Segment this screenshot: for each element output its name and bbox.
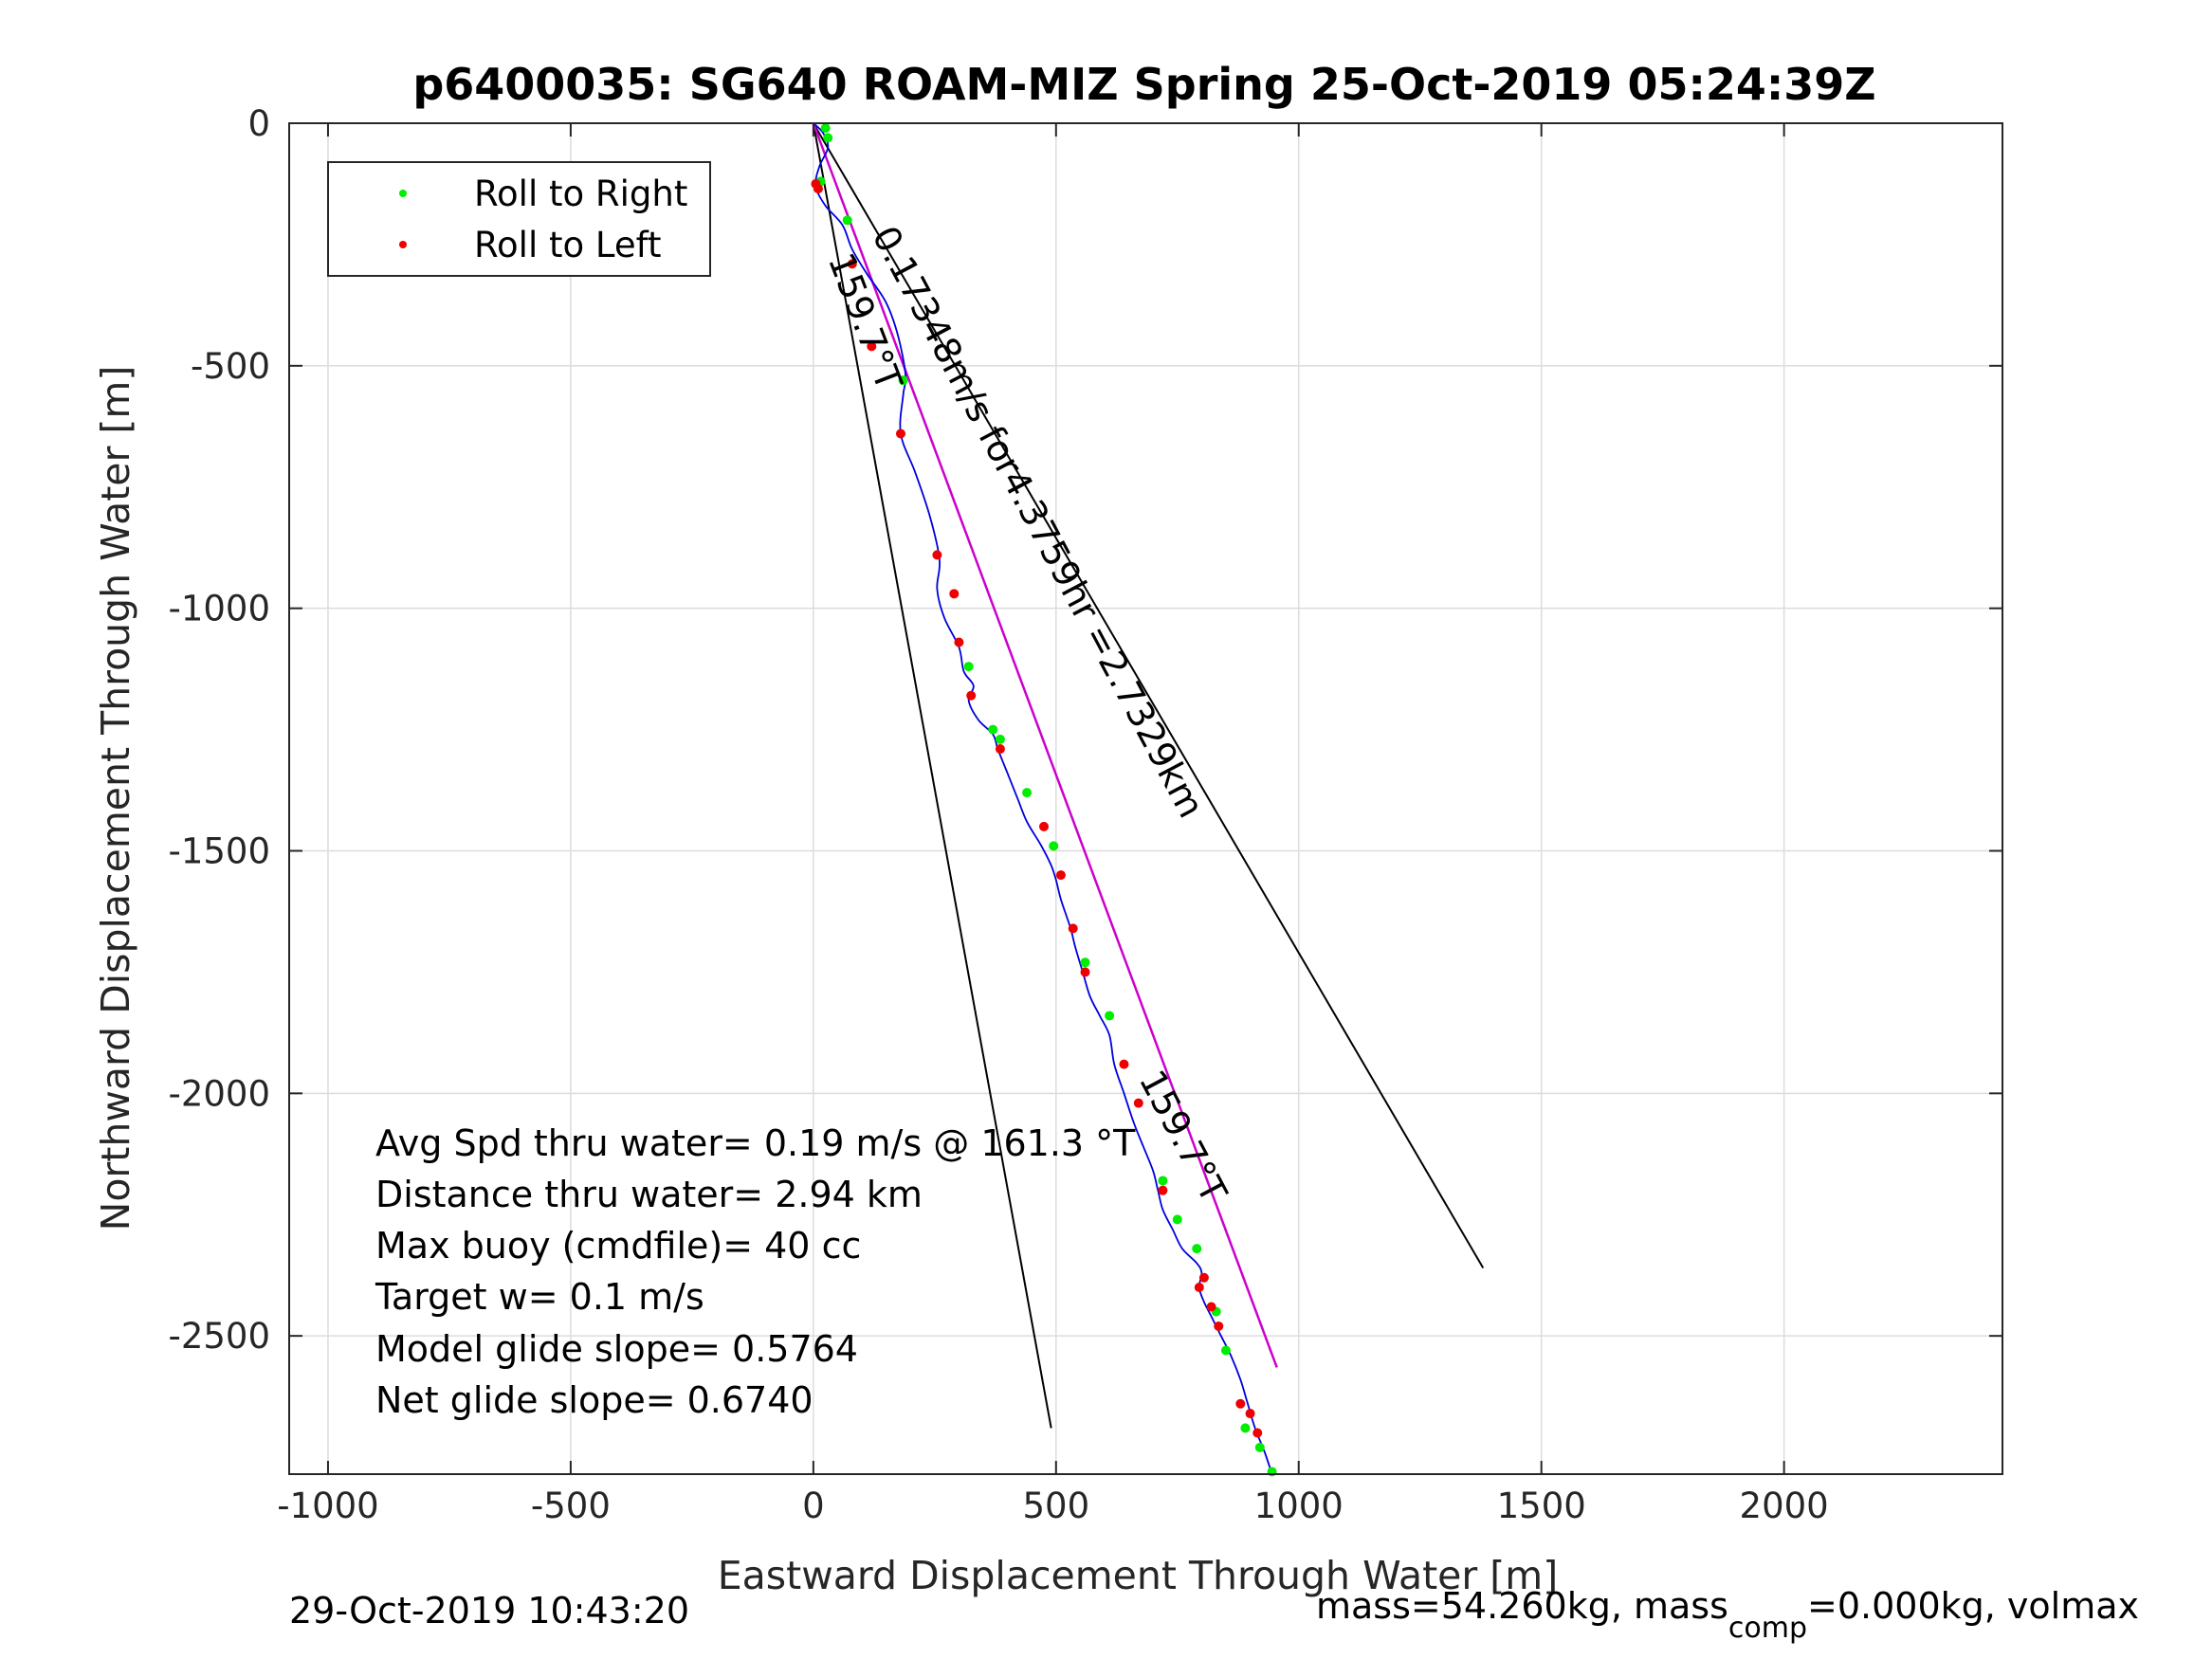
roll-right-point bbox=[995, 734, 1005, 744]
y-tick-label: -1500 bbox=[168, 831, 270, 872]
y-tick-label: 0 bbox=[247, 103, 270, 144]
roll-right-point bbox=[820, 123, 831, 134]
x-tick-label: 500 bbox=[1022, 1486, 1089, 1526]
chart-title: p6400035: SG640 ROAM-MIZ Spring 25-Oct-2… bbox=[412, 59, 1875, 110]
plot-area bbox=[289, 123, 2002, 1474]
y-axis-label: Northward Displacement Through Water [m] bbox=[93, 366, 138, 1231]
x-axis-label: Eastward Displacement Through Water [m] bbox=[718, 1553, 1558, 1598]
roll-left-point bbox=[1080, 967, 1090, 977]
net-course-line bbox=[812, 122, 1278, 1368]
footer-mass-suffix: =0.000kg, volmax bbox=[1807, 1585, 2139, 1627]
roll-left-point bbox=[966, 690, 977, 701]
roll-right-point bbox=[1158, 1176, 1168, 1186]
x-tick-label: -1000 bbox=[277, 1486, 379, 1526]
roll-right-point bbox=[1240, 1423, 1251, 1433]
footer-timestamp: 29-Oct-2019 10:43:20 bbox=[289, 1590, 689, 1632]
roll-right-point bbox=[842, 215, 852, 226]
roll-left-point bbox=[1194, 1283, 1204, 1293]
roll-left-point bbox=[1245, 1409, 1255, 1419]
roll-left-point bbox=[1158, 1185, 1168, 1195]
roll-left-point bbox=[1055, 870, 1066, 881]
footer-mass-prefix: mass=54.260kg, mass bbox=[1316, 1585, 1728, 1627]
heading-line bbox=[812, 122, 1485, 1269]
roll-left-point bbox=[954, 637, 964, 647]
annotation-model-glide: Model glide slope= 0.5764 bbox=[375, 1328, 858, 1370]
y-tick-label: -500 bbox=[191, 346, 270, 387]
roll-left-point bbox=[847, 259, 857, 269]
legend-marker-roll-right bbox=[399, 190, 407, 197]
footer-mass-info: mass=54.260kg, masscomp=0.000kg, volmax bbox=[1316, 1585, 2139, 1645]
legend-label-roll-right: Roll to Right bbox=[474, 173, 687, 214]
roll-left-point bbox=[1235, 1398, 1246, 1409]
axis-ticks: -1000 -500 0 500 1000 1500 2000 0 -500 -1000 -1500… bbox=[168, 103, 2002, 1526]
legend: Roll to Right Roll to Left bbox=[327, 161, 711, 277]
annotations: Avg Spd thru water= 0.19 m/s @ 161.3 °T … bbox=[375, 1122, 1136, 1421]
roll-left-point bbox=[1206, 1302, 1216, 1312]
roll-left-point bbox=[867, 341, 877, 352]
annotation-avg-speed: Avg Spd thru water= 0.19 m/s @ 161.3 °T bbox=[375, 1122, 1136, 1164]
x-tick-label: 1500 bbox=[1497, 1486, 1586, 1526]
roll-right-point bbox=[1254, 1442, 1265, 1452]
x-tick-label: -500 bbox=[531, 1486, 611, 1526]
roll-left-point bbox=[932, 550, 942, 560]
legend-box bbox=[327, 161, 711, 277]
roll-right-point bbox=[898, 375, 908, 386]
x-tick-label: 2000 bbox=[1740, 1486, 1829, 1526]
y-tick-label: -2500 bbox=[168, 1316, 270, 1357]
annotation-target-w: Target w= 0.1 m/s bbox=[375, 1276, 704, 1318]
roll-right-point bbox=[823, 133, 833, 143]
footer-mass-subscript: comp bbox=[1728, 1612, 1807, 1645]
roll-right-point bbox=[988, 724, 998, 735]
roll-right-point bbox=[1172, 1214, 1182, 1225]
roll-right-point bbox=[1192, 1244, 1202, 1254]
roll-left-point bbox=[949, 589, 960, 599]
roll-right-point bbox=[1049, 841, 1059, 851]
annotation-max-buoy: Max buoy (cmdfile)= 40 cc bbox=[375, 1225, 861, 1267]
roll-left-point bbox=[1068, 923, 1078, 934]
roll-left-point bbox=[1039, 821, 1050, 831]
roll-right-point bbox=[1105, 1011, 1115, 1021]
axes-frame bbox=[288, 122, 2003, 1475]
roll-left-point bbox=[1214, 1321, 1224, 1331]
roll-right-point bbox=[963, 662, 974, 672]
roll-right-point bbox=[1022, 788, 1033, 798]
roll-left-point bbox=[813, 184, 823, 194]
roll-left-point bbox=[1119, 1059, 1129, 1069]
roll-left-point bbox=[1133, 1098, 1143, 1108]
roll-right-point bbox=[1080, 957, 1090, 968]
annotation-net-glide: Net glide slope= 0.6740 bbox=[375, 1379, 814, 1421]
heading-line bbox=[812, 122, 1052, 1429]
legend-label-roll-left: Roll to Left bbox=[474, 225, 662, 265]
y-tick-label: -1000 bbox=[168, 589, 270, 629]
annotation-distance: Distance thru water= 2.94 km bbox=[375, 1174, 923, 1215]
x-tick-label: 1000 bbox=[1254, 1486, 1344, 1526]
legend-marker-roll-left bbox=[399, 241, 407, 248]
roll-left-point bbox=[895, 428, 905, 439]
roll-right-point bbox=[1220, 1345, 1231, 1356]
x-tick-label: 0 bbox=[802, 1486, 825, 1526]
roll-left-point bbox=[995, 744, 1005, 755]
roll-left-point bbox=[1252, 1428, 1263, 1438]
roll-left-point bbox=[1198, 1272, 1209, 1283]
y-tick-label: -2000 bbox=[168, 1073, 270, 1114]
